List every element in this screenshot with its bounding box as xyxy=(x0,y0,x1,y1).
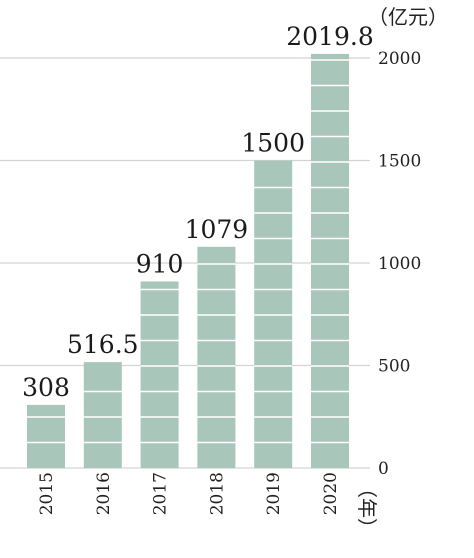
y-tick-label-500: 500 xyxy=(378,357,410,377)
bars xyxy=(27,53,349,468)
bar-rect-2015 xyxy=(27,404,65,468)
y-tick-label-1000: 1000 xyxy=(378,254,421,274)
x-tick-label-2018: 2018 xyxy=(207,472,227,515)
data-label-2016: 516.5 xyxy=(67,330,139,359)
bar-2020 xyxy=(311,53,349,468)
bar-rect-2017 xyxy=(140,281,179,468)
y-axis-ticks: 0 500 1000 1500 2000 xyxy=(378,49,421,479)
bar-rect-2016 xyxy=(83,362,122,468)
bar-2016 xyxy=(83,362,122,468)
x-axis-ticks: 2015 2016 2017 2018 2019 2020 xyxy=(37,472,341,515)
data-label-2015: 308 xyxy=(22,373,70,402)
y-tick-label-0: 0 xyxy=(378,459,389,479)
data-label-2019: 1500 xyxy=(241,129,305,158)
bar-2017 xyxy=(140,281,179,468)
bar-rect-2018 xyxy=(197,246,236,468)
x-tick-label-2017: 2017 xyxy=(151,472,171,515)
y-tick-label-2000: 2000 xyxy=(378,49,421,69)
y-tick-label-1500: 1500 xyxy=(378,152,421,172)
data-label-2020: 2019.8 xyxy=(286,22,373,51)
x-tick-label-2020: 2020 xyxy=(321,472,341,515)
x-tick-label-2015: 2015 xyxy=(37,472,57,515)
bar-rect-2020 xyxy=(311,53,349,468)
bar-2015 xyxy=(27,404,65,468)
data-label-2018: 1079 xyxy=(185,215,249,244)
data-label-2017: 910 xyxy=(136,249,184,278)
x-tick-label-2016: 2016 xyxy=(94,472,114,515)
bar-rect-2019 xyxy=(254,160,293,468)
bar-2019 xyxy=(254,160,293,468)
grid-lines xyxy=(0,57,370,469)
bar-2018 xyxy=(197,246,236,468)
x-tick-label-2019: 2019 xyxy=(264,472,284,515)
x-axis-unit: （年） xyxy=(355,478,379,538)
y-axis-unit: （亿元） xyxy=(368,5,448,29)
